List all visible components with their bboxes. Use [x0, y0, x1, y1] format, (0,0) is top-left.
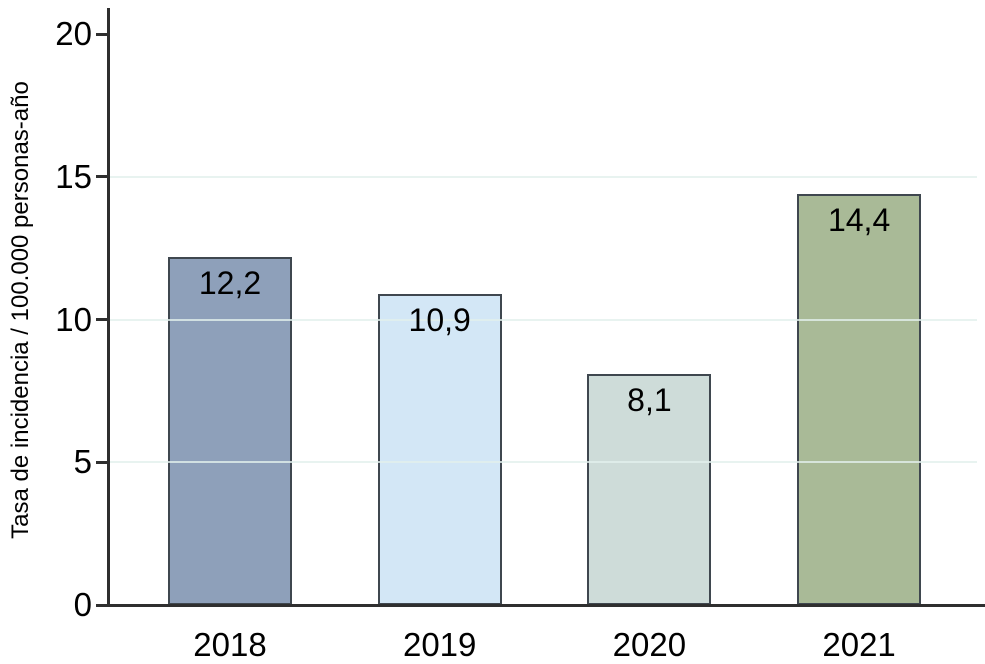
x-tick-label-2020: 2020: [612, 626, 687, 663]
bar-2019: [377, 293, 502, 605]
y-tick-mark-5: [96, 460, 108, 464]
y-tick-mark-15: [96, 175, 108, 179]
gridline-15: [110, 175, 977, 178]
gridline-10: [110, 318, 977, 321]
bar-value-label: 14,4: [827, 201, 891, 238]
gridline-5: [110, 461, 977, 464]
y-tick-label-15: 15: [55, 157, 92, 195]
x-tick-label-2019: 2019: [402, 626, 477, 663]
bar-2018: [168, 256, 292, 605]
y-tick-label-5: 5: [73, 443, 92, 481]
bar-value-label: 12,2: [198, 264, 262, 301]
y-tick-mark-0: [96, 603, 108, 607]
x-tick-label-2018: 2018: [193, 626, 267, 663]
y-tick-label-0: 0: [73, 586, 92, 623]
x-axis-line: [106, 603, 985, 607]
y-tick-mark-10: [96, 318, 108, 321]
bar-2021: [797, 193, 922, 605]
bar-2020: [587, 373, 712, 605]
bar-value-label: 8,1: [627, 381, 672, 418]
y-tick-mark-20: [96, 32, 108, 36]
y-axis-line: [106, 8, 110, 607]
y-tick-label-20: 20: [55, 15, 92, 52]
x-tick-label-2021: 2021: [822, 626, 896, 663]
bar-value-label: 10,9: [408, 301, 471, 338]
y-tick-label-10: 10: [55, 300, 92, 338]
